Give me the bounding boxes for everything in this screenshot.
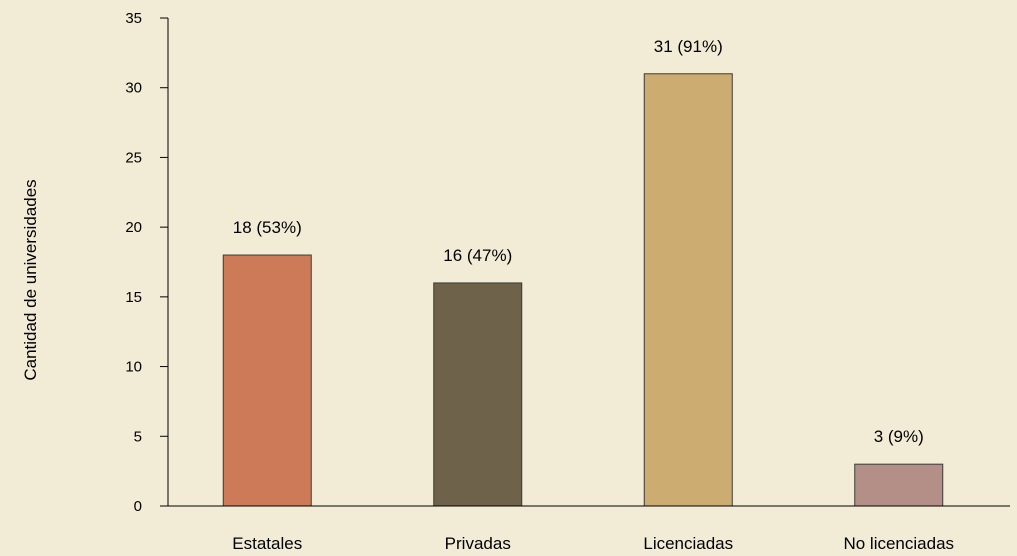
bar-data-label: 18 (53%) — [233, 218, 302, 237]
y-axis-title: Cantidad de universidades — [21, 179, 40, 380]
x-category-label: Licenciadas — [643, 534, 733, 553]
bar-no-licenciadas — [854, 463, 944, 507]
x-category-label: No licenciadas — [843, 534, 954, 553]
x-category-label: Privadas — [445, 534, 511, 553]
y-tick-label: 10 — [125, 359, 142, 376]
y-tick-label: 25 — [125, 149, 142, 166]
bar-licenciadas — [643, 73, 733, 507]
bar-estatales — [222, 254, 312, 507]
bar-data-label: 31 (91%) — [654, 37, 723, 56]
y-tick-label: 5 — [134, 428, 142, 445]
y-tick-label: 35 — [125, 10, 142, 27]
x-category-label: Estatales — [232, 534, 302, 553]
bars: 18 (53%) 16 (47%) 31 (91%) 3 (9%) — [222, 37, 944, 507]
x-axis: Estatales Privadas Licenciadas No licenciad… — [168, 505, 1010, 553]
y-tick-label: 20 — [125, 219, 142, 236]
y-tick-label: 0 — [134, 498, 142, 515]
y-tick-label: 15 — [125, 289, 142, 306]
bar-privadas — [433, 282, 523, 507]
y-tick-label: 30 — [125, 80, 142, 97]
bar-data-label: 3 (9%) — [874, 427, 924, 446]
bar-data-label: 16 (47%) — [443, 246, 512, 265]
y-axis: 0 5 10 15 20 25 30 35 — [125, 10, 169, 515]
